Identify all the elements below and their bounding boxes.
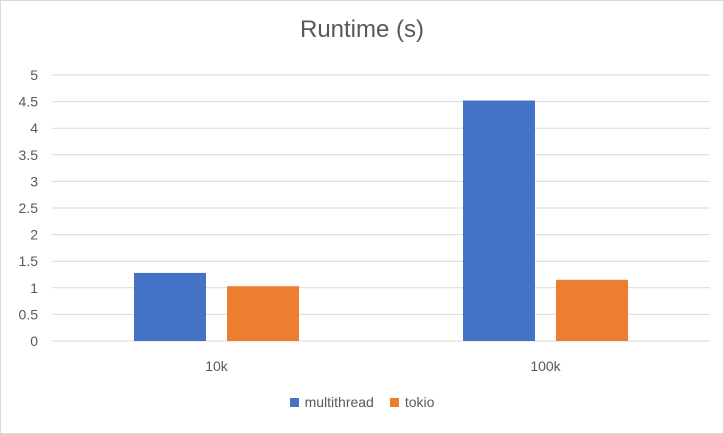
legend: multithread tokio xyxy=(0,394,724,410)
x-tick-label-10k: 10k xyxy=(205,358,229,374)
y-tick-label-4: 2 xyxy=(30,227,38,243)
y-tick-label-10: 5 xyxy=(30,67,38,83)
y-tick-label-7: 3.5 xyxy=(19,147,39,163)
legend-swatch-multithread xyxy=(289,397,299,407)
bar-tokio-10k xyxy=(227,286,299,341)
y-tick-label-6: 3 xyxy=(30,173,38,189)
y-tick-label-2: 1 xyxy=(30,280,38,296)
y-tick-label-1: 0.5 xyxy=(19,306,39,322)
legend-item-tokio: tokio xyxy=(389,394,435,410)
x-tick-label-100k: 100k xyxy=(530,358,561,374)
legend-item-multithread: multithread xyxy=(289,394,374,410)
legend-swatch-tokio xyxy=(389,397,399,407)
legend-label-multithread: multithread xyxy=(304,394,374,410)
y-tick-label-0: 0 xyxy=(30,333,38,349)
y-tick-label-9: 4.5 xyxy=(19,94,39,110)
y-tick-label-5: 2.5 xyxy=(19,200,39,216)
legend-label-tokio: tokio xyxy=(404,394,435,410)
y-tick-label-8: 4 xyxy=(30,120,38,136)
bar-multithread-10k xyxy=(134,272,206,341)
bar-tokio-100k xyxy=(556,279,628,341)
y-tick-label-3: 1.5 xyxy=(19,253,39,269)
chart-title: Runtime (s) xyxy=(299,16,425,43)
bar-multithread-100k xyxy=(463,100,535,341)
